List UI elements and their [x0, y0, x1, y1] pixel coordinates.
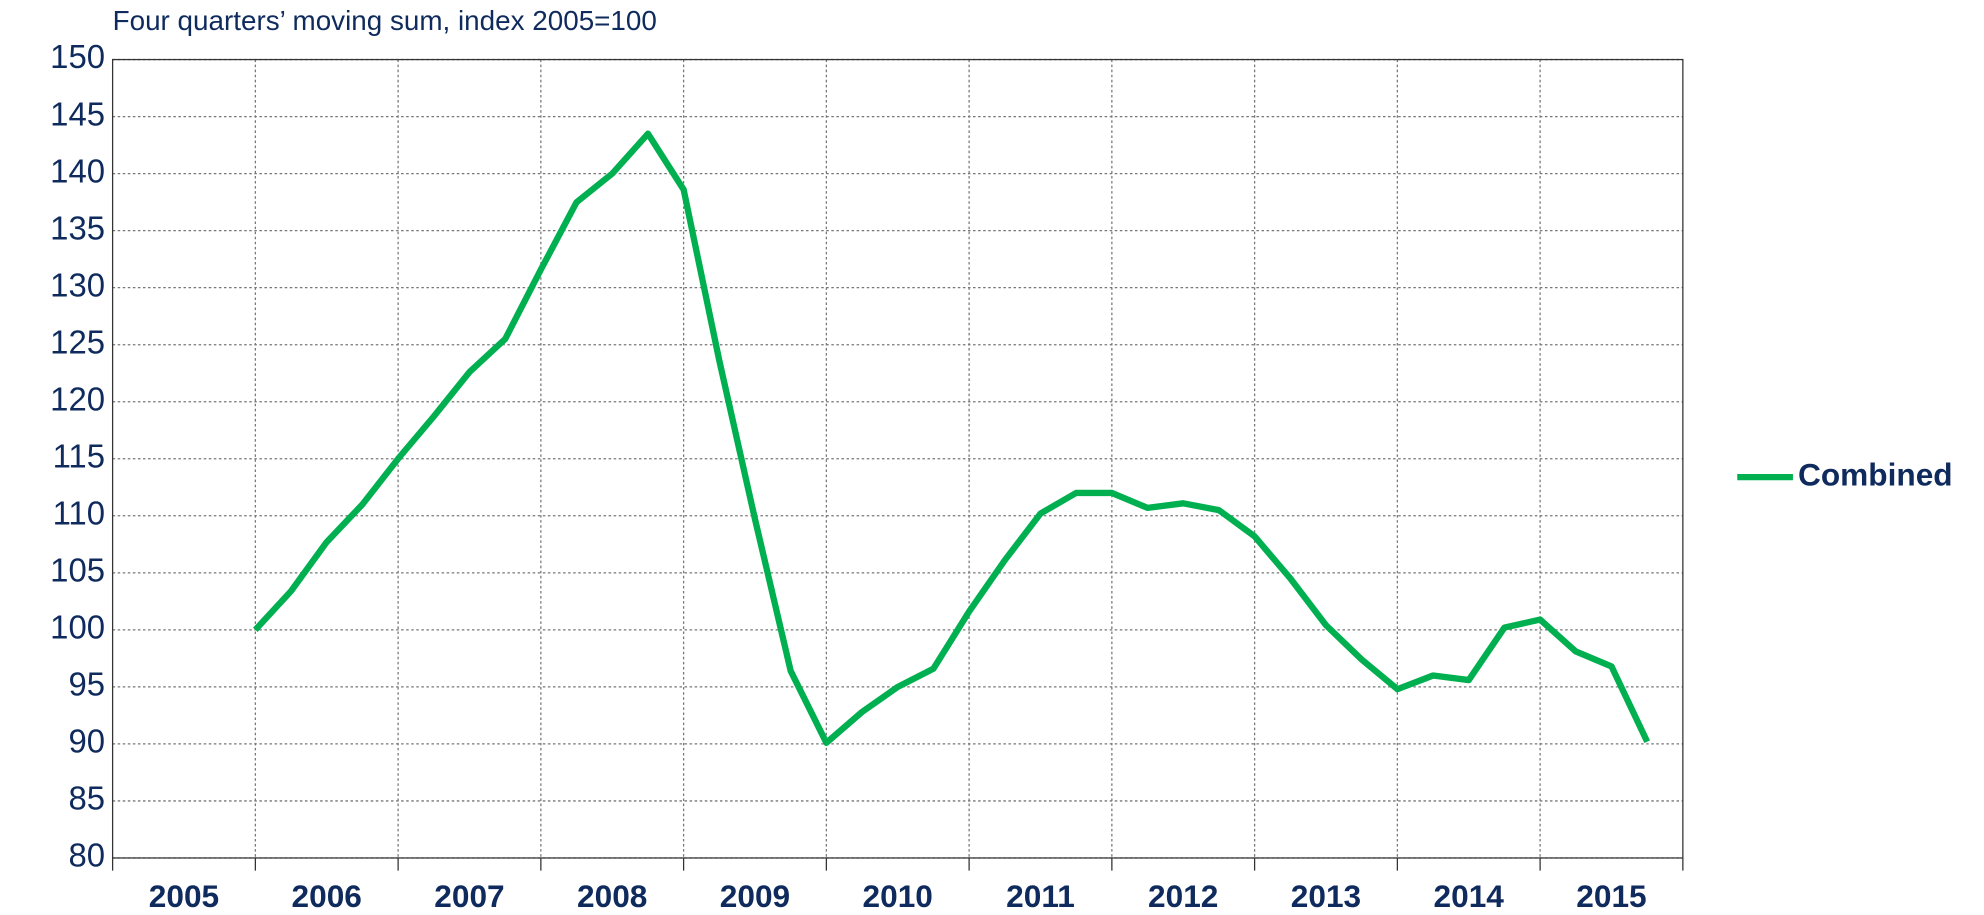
x-tick-label: 2015: [1576, 878, 1646, 914]
x-tick-label: 2012: [1148, 878, 1218, 914]
y-tick-label: 85: [68, 780, 105, 817]
y-tick-label: 95: [68, 666, 105, 703]
legend-label: Combined: [1798, 456, 1953, 492]
x-tick-label: 2007: [434, 878, 504, 914]
y-tick-label: 150: [50, 38, 105, 75]
y-tick-label: 100: [50, 609, 105, 646]
series-line: [253, 130, 1651, 746]
y-tick-label: 130: [50, 266, 105, 303]
y-tick-label: 90: [68, 723, 105, 760]
x-tick-label: 2011: [1006, 878, 1075, 914]
y-tick-label: 125: [50, 323, 105, 360]
chart-title: Four quarters’ moving sum, index 2005=10…: [113, 5, 657, 36]
x-tick-label: 2006: [292, 878, 362, 914]
x-tick-label: 2005: [149, 878, 219, 914]
y-tick-label: 135: [50, 209, 105, 246]
plot-frame: [111, 58, 1684, 859]
x-tick-label: 2010: [863, 878, 933, 914]
y-tick-label: 110: [53, 494, 105, 531]
y-tick-label: 145: [50, 95, 105, 132]
x-tick-label: 2008: [577, 878, 647, 914]
y-tick-label: 140: [50, 152, 105, 189]
x-tick-label: 2013: [1291, 878, 1361, 914]
y-tick-label: 120: [50, 380, 105, 417]
y-tick-label: 80: [68, 837, 105, 874]
y-tick-label: 115: [53, 437, 105, 474]
x-tick-label: 2014: [1434, 878, 1505, 914]
x-tick-label: 2009: [720, 878, 790, 914]
y-tick-label: 105: [50, 552, 105, 589]
